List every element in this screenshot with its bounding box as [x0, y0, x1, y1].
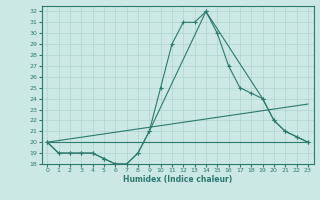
X-axis label: Humidex (Indice chaleur): Humidex (Indice chaleur) — [123, 175, 232, 184]
